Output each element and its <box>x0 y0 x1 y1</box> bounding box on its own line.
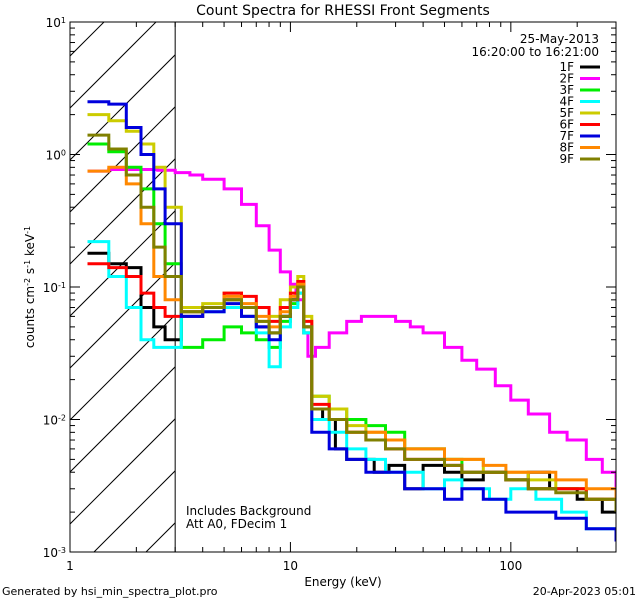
series-line-4f <box>87 240 616 542</box>
hatch-line-22 <box>614 0 640 552</box>
legend-label: 7F <box>559 129 574 143</box>
series-line-8f <box>87 165 616 500</box>
legend-label: 9F <box>559 152 574 166</box>
hatch-line-7 <box>70 210 176 317</box>
date-label: 25-May-2013 <box>520 32 599 46</box>
hatch-line-11 <box>70 418 176 525</box>
legend-label: 4F <box>559 95 574 109</box>
hatched-region <box>0 0 640 552</box>
y-tick-label: 101 <box>46 16 66 31</box>
hatch-line-16 <box>302 0 640 552</box>
legend-label: 5F <box>559 106 574 120</box>
hatch-line-9 <box>70 314 176 421</box>
y-axis-label: counts cm-2 s-1 keV-1 <box>23 226 38 348</box>
legend-label: 1F <box>559 60 574 74</box>
y-tick-label: 10-2 <box>43 413 66 428</box>
hatch-line-1 <box>0 0 122 552</box>
hatch-line-18 <box>406 0 640 552</box>
hatch-line-20 <box>510 0 640 552</box>
footer-generated-by: Generated by hsi_min_spectra_plot.pro <box>2 585 218 598</box>
x-tick-label: 10 <box>283 559 298 573</box>
series-line-5f <box>87 113 616 513</box>
hatch-line-17 <box>354 0 640 552</box>
hatch-line-19 <box>458 0 640 552</box>
legend-label: 8F <box>559 141 574 155</box>
y-tick-label: 10-3 <box>43 546 66 561</box>
annotation-background: Includes Background <box>186 504 311 518</box>
series-line-3f <box>87 142 616 513</box>
annotation-attenuator: Att A0, FDecim 1 <box>186 517 287 531</box>
series-line-2f <box>87 168 616 489</box>
hatch-line-3 <box>70 22 157 109</box>
y-tick-label: 10-1 <box>43 281 66 296</box>
legend-label: 3F <box>559 83 574 97</box>
hatch-line-6 <box>70 158 176 265</box>
x-axis-label: Energy (keV) <box>304 575 381 589</box>
x-tick-label: 100 <box>499 559 522 573</box>
series-line-9f <box>87 133 616 513</box>
x-tick-label: 1 <box>66 559 74 573</box>
footer-timestamp: 20-Apr-2023 05:01 <box>533 585 636 598</box>
hatch-line-10 <box>70 366 176 473</box>
chart-title: Count Spectra for RHESSI Front Segments <box>196 3 490 19</box>
time-range-label: 16:20:00 to 16:21:00 <box>472 45 599 59</box>
y-tick-label: 100 <box>46 148 66 163</box>
legend-label: 6F <box>559 118 574 132</box>
legend-label: 2F <box>559 72 574 86</box>
hatch-line-2 <box>70 22 105 57</box>
